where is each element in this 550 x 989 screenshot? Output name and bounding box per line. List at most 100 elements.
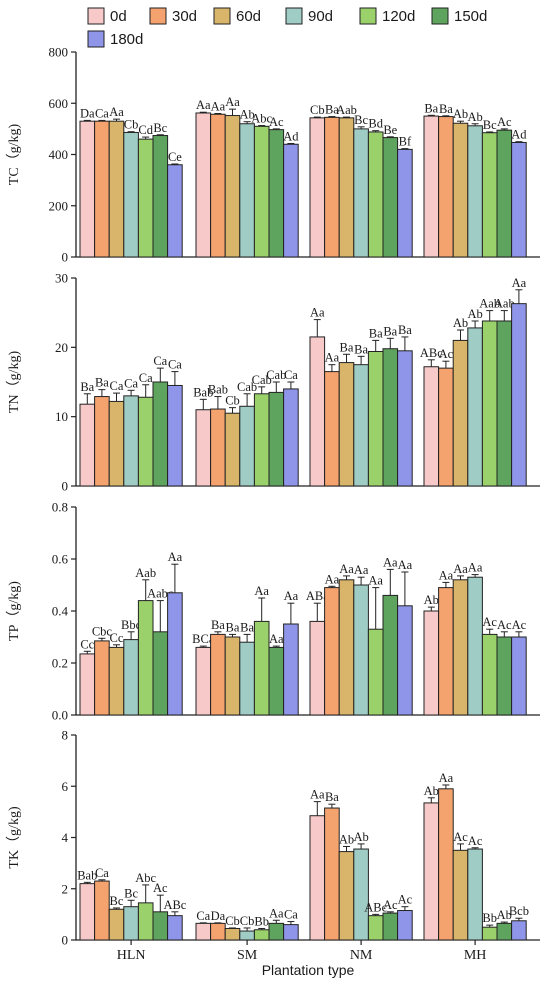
- bar-group: Bc: [353, 113, 369, 258]
- data-label: Ba: [240, 620, 254, 634]
- bar-group: Cd: [137, 123, 154, 258]
- data-label: Ba: [95, 376, 109, 390]
- y-tick-label: 8: [62, 728, 69, 743]
- legend-label: 180d: [110, 31, 143, 48]
- bar-group: Ba: [382, 324, 399, 487]
- bar-group: Aa: [108, 105, 125, 258]
- bar: [367, 915, 384, 941]
- bar: [452, 579, 469, 716]
- bar-group: Aa: [224, 95, 241, 258]
- bar: [253, 393, 270, 487]
- bar: [467, 848, 483, 941]
- bar-group: Bab: [193, 385, 213, 487]
- bar: [224, 927, 241, 941]
- data-label: Aab: [479, 297, 500, 311]
- bar: [496, 636, 513, 716]
- data-label: Cb: [124, 118, 139, 132]
- bar-group: Aa: [511, 276, 527, 487]
- bar: [353, 128, 369, 258]
- data-label: Ab: [239, 108, 254, 122]
- bar-group: Aa: [367, 574, 384, 716]
- data-label: Aa: [439, 771, 454, 785]
- data-label: Be: [383, 123, 397, 137]
- bar-group: Ac: [496, 115, 513, 258]
- bar: [496, 129, 513, 258]
- data-label: Ba: [398, 323, 412, 337]
- data-label: Ab: [353, 830, 368, 844]
- bar: [511, 920, 527, 941]
- x-tick-label: HLN: [117, 948, 146, 963]
- data-label: Bab: [77, 868, 97, 882]
- data-label: Ca: [284, 368, 298, 382]
- bar-group: Ca: [152, 354, 169, 487]
- bar: [367, 131, 384, 258]
- data-label: Bb: [254, 914, 269, 928]
- legend-swatch: [87, 7, 105, 25]
- bar: [123, 906, 139, 941]
- bar: [496, 320, 513, 487]
- bar: [79, 120, 96, 258]
- bar: [239, 930, 255, 941]
- data-label: ABc: [364, 900, 387, 914]
- bar: [511, 636, 527, 716]
- bar: [283, 924, 299, 941]
- y-tick-label: 0.8: [52, 500, 68, 515]
- x-axis-label: Plantation type: [262, 962, 355, 978]
- bar-group: Ad: [511, 128, 527, 258]
- data-label: Bb: [482, 911, 497, 925]
- bar: [397, 350, 413, 487]
- data-label: Ca: [284, 908, 298, 922]
- bar: [309, 815, 326, 941]
- data-label: ABc: [163, 898, 186, 912]
- bar: [283, 388, 299, 487]
- data-label: Bc: [124, 886, 138, 900]
- bar-group: Cab: [237, 380, 257, 487]
- data-label: Ba: [80, 380, 94, 394]
- bar: [137, 396, 154, 487]
- bar-group: Ce: [167, 150, 183, 258]
- bar: [438, 788, 454, 941]
- y-tick-label: 800: [49, 45, 69, 60]
- bar: [283, 623, 299, 716]
- data-label: Cb: [310, 103, 325, 117]
- data-label: Ce: [168, 150, 182, 164]
- bar: [338, 362, 355, 487]
- bar: [397, 910, 413, 941]
- bar: [94, 880, 110, 941]
- y-tick-label: 30: [55, 271, 68, 286]
- data-label: Abc: [251, 112, 272, 126]
- legend-item-150d: 150d: [431, 7, 487, 25]
- bar: [108, 120, 125, 258]
- bar: [511, 303, 527, 487]
- data-label: Da: [80, 106, 95, 120]
- bar: [195, 646, 212, 716]
- bar-group: Ba: [338, 340, 355, 487]
- bar: [210, 922, 226, 941]
- y-tick-label: 20: [55, 340, 68, 355]
- data-label: Ba: [354, 342, 368, 356]
- data-label: ABa: [306, 589, 329, 603]
- bar-group: ABa: [306, 589, 329, 716]
- bar: [253, 125, 270, 258]
- bar: [137, 902, 154, 941]
- data-label: Aa: [453, 562, 468, 576]
- bar: [239, 641, 255, 716]
- bar: [94, 396, 110, 487]
- bar: [224, 115, 241, 258]
- bar: [382, 137, 399, 258]
- bar: [224, 636, 241, 716]
- bar-group: Ca: [108, 379, 125, 487]
- bar: [367, 628, 384, 716]
- bar-group: Bc: [481, 118, 498, 258]
- data-label: Cc: [80, 637, 94, 651]
- y-tick-label: 0.6: [52, 552, 69, 567]
- bar: [253, 620, 270, 716]
- data-label: Ca: [168, 358, 182, 372]
- data-label: Ca: [95, 106, 109, 120]
- bar: [367, 350, 384, 487]
- data-label: Bcb: [509, 904, 529, 918]
- data-label: Cab: [266, 368, 286, 382]
- data-label: Ba: [439, 102, 453, 116]
- bar: [382, 912, 399, 941]
